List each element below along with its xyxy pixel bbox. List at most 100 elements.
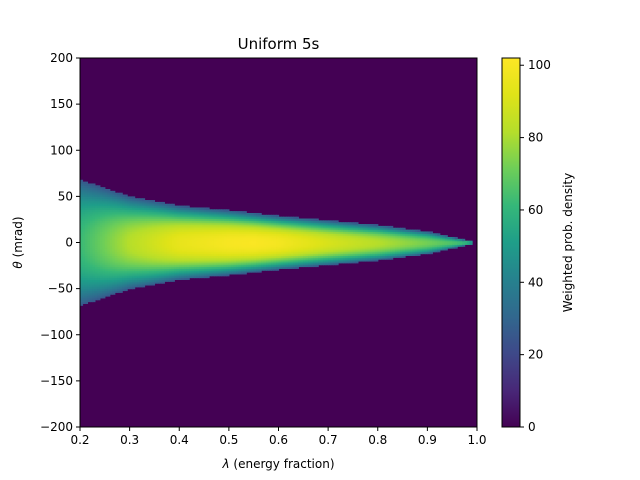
heatmap-cell [385,249,389,253]
heatmap-cell [159,273,163,277]
heatmap-cell [330,244,334,247]
heatmap-cell [276,236,280,240]
heatmap-cell [124,259,128,262]
heatmap-cell [201,238,205,242]
heatmap-cell [407,251,411,255]
heatmap-cell [92,296,96,299]
heatmap-cell [99,268,103,271]
heatmap-cell [387,233,391,236]
heatmap-cell [107,275,111,279]
heatmap-cell [213,253,218,257]
heatmap-cell [226,262,230,266]
heatmap-cell [139,281,143,284]
heatmap-cell [268,268,272,271]
heatmap-cell [298,242,302,245]
heatmap-cell [89,236,93,240]
heatmap-cell [295,264,299,268]
heatmap-cell [184,236,188,240]
heatmap-cell [84,255,89,258]
heatmap-cell [184,270,188,273]
heatmap-cell [114,203,118,207]
heatmap-cell [139,264,143,268]
heatmap-cell [176,260,180,264]
heatmap-cell [365,249,369,253]
heatmap-cell [159,277,163,280]
heatmap-cell [310,235,314,238]
heatmap-cell [196,248,200,251]
heatmap-cell [256,244,260,247]
heatmap-cell [124,279,128,282]
heatmap-cell [278,238,282,242]
heatmap-cell [206,220,210,223]
heatmap-cell [226,224,230,227]
heatmap-cell [271,222,275,225]
heatmap-cell [151,270,156,273]
heatmap-cell [181,222,185,225]
heatmap-cell [206,216,210,220]
heatmap-cell [122,260,126,264]
heatmap-cell [122,283,126,286]
heatmap-cell [318,224,322,227]
heatmap-cell [206,236,210,240]
heatmap-cell [194,259,198,262]
heatmap-cell [161,244,165,247]
heatmap-cell [402,255,406,258]
heatmap-cell [315,227,319,231]
heatmap-cell [258,216,262,220]
heatmap-cell [102,194,106,197]
heatmap-cell [320,246,324,249]
heatmap-cell [258,224,262,227]
heatmap-cell [320,242,324,245]
heatmap-cell [154,229,158,233]
heatmap-cell [290,244,294,247]
heatmap-cell [149,211,153,214]
heatmap-cell [335,246,339,249]
heatmap-cell [464,242,468,245]
heatmap-cell [80,194,84,197]
heatmap-cell [392,242,396,245]
heatmap-cell [213,240,218,244]
heatmap-cell [186,255,190,258]
heatmap-cell [149,268,153,271]
heatmap-cell [87,201,91,205]
heatmap-cell [176,238,180,242]
heatmap-cell [89,187,93,190]
heatmap-cell [104,209,108,212]
heatmap-cell [84,260,89,264]
heatmap-cell [107,292,111,295]
heatmap-cell [117,259,121,262]
heatmap-cell [87,253,91,257]
heatmap-cell [385,229,389,233]
heatmap-cell [102,275,106,279]
heatmap-cell [293,222,297,225]
heatmap-cell [400,238,404,242]
heatmap-cell [142,275,146,279]
heatmap-cell [94,257,98,260]
heatmap-cell [171,235,175,238]
heatmap-cell [387,225,391,229]
heatmap-cell [169,273,173,277]
heatmap-cell [176,222,180,225]
heatmap-cell [94,209,98,212]
heatmap-cell [417,235,421,238]
heatmap-cell [323,236,327,240]
heatmap-cell [256,270,260,273]
heatmap-cell [84,294,89,297]
heatmap-cell [119,277,123,280]
heatmap-cell [280,229,285,233]
heatmap-cell [122,249,126,253]
heatmap-cell [201,224,205,227]
heatmap-cell [119,203,123,207]
heatmap-cell [330,231,334,234]
heatmap-cell [233,244,237,247]
heatmap-cell [251,266,255,269]
heatmap-cell [256,259,260,262]
heatmap-cell [414,229,419,233]
heatmap-cell [80,283,84,286]
heatmap-cell [236,251,240,255]
heatmap-cell [137,235,141,238]
heatmap-cell [231,268,235,271]
heatmap-cell [397,244,401,247]
heatmap-cell [382,251,386,255]
heatmap-cell [313,229,317,233]
